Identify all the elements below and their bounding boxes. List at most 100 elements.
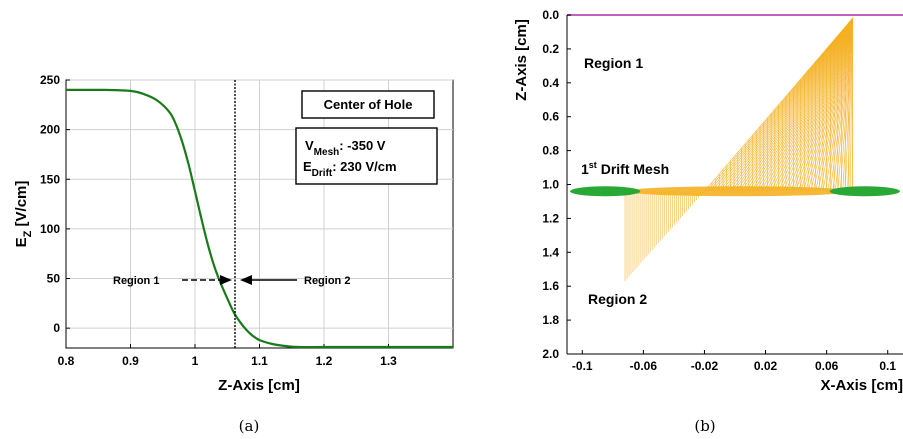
y-tick-label: 1.0	[542, 178, 559, 192]
panel-a: 0.8 0.9 1 1.1 1.2 1.3 0 50 100 150 200 250 Region 1…	[13, 73, 454, 435]
y-tick-label: 0.4	[542, 76, 559, 90]
field-line	[802, 18, 853, 192]
field-line	[839, 18, 853, 192]
x-tick-label: -0.06	[630, 359, 658, 373]
y-tick-label: 1.2	[542, 211, 559, 225]
mesh-number: 1	[581, 161, 589, 177]
field-line	[820, 18, 853, 192]
y-axis-label-a: EZ [V/cm]	[13, 181, 34, 248]
field-line	[753, 18, 853, 192]
field-line	[743, 18, 853, 192]
field-line	[758, 18, 853, 192]
e-symbol: E	[303, 159, 312, 174]
field-line	[805, 18, 853, 192]
field-line	[768, 18, 853, 192]
y-tick-label: 0.8	[542, 144, 559, 158]
field-line	[780, 18, 853, 192]
field-line	[817, 18, 853, 192]
field-line	[842, 18, 853, 192]
region2-label-a: Region 2	[304, 275, 350, 287]
field-line	[812, 18, 853, 192]
drift-mesh-right	[829, 186, 900, 197]
e-drift-label: EDrift: 230 V/cm	[303, 159, 397, 179]
y-axis-symbol: E	[13, 237, 30, 247]
y-axis-subscript: Z	[22, 230, 34, 237]
y-tick-label: 2.0	[542, 347, 559, 361]
x-tick-label: -0.1	[572, 359, 593, 373]
x-tick-label: 1.1	[251, 354, 268, 368]
field-line	[760, 18, 853, 192]
e-value: : 230 V/cm	[332, 159, 396, 174]
region1-arrowhead	[220, 275, 232, 285]
y-axis-unit: [V/cm]	[13, 181, 30, 231]
x-tick-label: 1.3	[380, 354, 397, 368]
y-tick-label: 0.0	[542, 8, 559, 22]
x-tick-label: 0.06	[815, 359, 839, 373]
drift-mesh-label: 1st Drift Mesh	[581, 160, 669, 177]
y-tick-label: 50	[47, 272, 61, 286]
plot-a-ticks: 0.8 0.9 1 1.1 1.2 1.3 0 50 100 150 200 250	[40, 73, 397, 368]
plot-a-grid	[66, 79, 453, 348]
field-line	[765, 18, 853, 192]
field-line	[797, 18, 853, 192]
field-line	[849, 18, 853, 192]
v-mesh-label: VMesh: -350 V	[305, 138, 386, 158]
field-line	[827, 18, 853, 192]
field-line	[790, 18, 853, 192]
field-line	[847, 18, 853, 192]
y-tick-label: 0.2	[542, 42, 559, 56]
x-tick-label: -0.02	[691, 359, 719, 373]
field-lines	[624, 18, 853, 282]
center-of-hole-box	[301, 90, 435, 119]
e-subscript: Drift	[312, 168, 333, 179]
x-axis-label-a: Z-Axis [cm]	[218, 377, 300, 394]
drift-mesh-left	[570, 186, 641, 197]
v-symbol: V	[305, 138, 314, 153]
mesh-superscript: st	[589, 160, 597, 170]
region2-label-b: Region 2	[588, 291, 647, 307]
panel-b: -0.1 -0.06 -0.02 0.02 0.06 0.1 0.0 0.2 0.4 0.6 0.8…	[513, 8, 903, 435]
field-line	[788, 18, 853, 192]
x-tick-label: 0.1	[879, 359, 896, 373]
y-tick-label: 100	[40, 222, 60, 236]
field-line-band	[625, 186, 853, 197]
y-tick-label: 200	[40, 123, 60, 137]
field-curve	[65, 88, 453, 349]
x-tick-label: 0.9	[122, 354, 139, 368]
x-tick-label: 1.2	[316, 354, 333, 368]
field-line	[783, 18, 853, 192]
field-line	[751, 18, 853, 192]
y-tick-label: 1.4	[542, 245, 559, 259]
y-tick-label: 0	[53, 321, 60, 335]
y-tick-label: 1.6	[542, 279, 559, 293]
y-tick-label: 150	[40, 172, 60, 186]
field-line	[795, 18, 853, 192]
settings-box	[295, 127, 438, 185]
y-tick-label: 1.8	[542, 313, 559, 327]
plot-b-ticks: -0.1 -0.06 -0.02 0.02 0.06 0.1 0.0 0.2 0.4 0.6 0.8…	[542, 8, 896, 373]
field-line	[746, 18, 853, 192]
v-subscript: Mesh	[314, 147, 340, 158]
field-line	[773, 18, 853, 192]
caption-b: (b)	[694, 417, 715, 435]
x-axis-label-b: X-Axis [cm]	[820, 377, 903, 394]
field-line	[832, 18, 853, 192]
x-tick-label: 0.8	[58, 354, 75, 368]
y-tick-label: 250	[40, 73, 60, 87]
center-of-hole-label: Center of Hole	[324, 97, 413, 112]
x-tick-label: 0.02	[754, 359, 778, 373]
mesh-name: Drift Mesh	[597, 161, 669, 177]
region1-label-a: Region 1	[113, 275, 159, 287]
field-line	[834, 18, 853, 192]
region2-arrowhead	[240, 275, 252, 285]
field-line	[810, 18, 853, 192]
x-tick-label: 1	[192, 354, 199, 368]
y-tick-label: 0.6	[542, 110, 559, 124]
region1-label-b: Region 1	[584, 55, 643, 71]
field-line	[775, 18, 853, 192]
y-axis-label-b: Z-Axis [cm]	[513, 19, 530, 101]
caption-a: (a)	[239, 417, 260, 435]
field-line	[825, 18, 853, 192]
v-value: : -350 V	[339, 138, 386, 153]
